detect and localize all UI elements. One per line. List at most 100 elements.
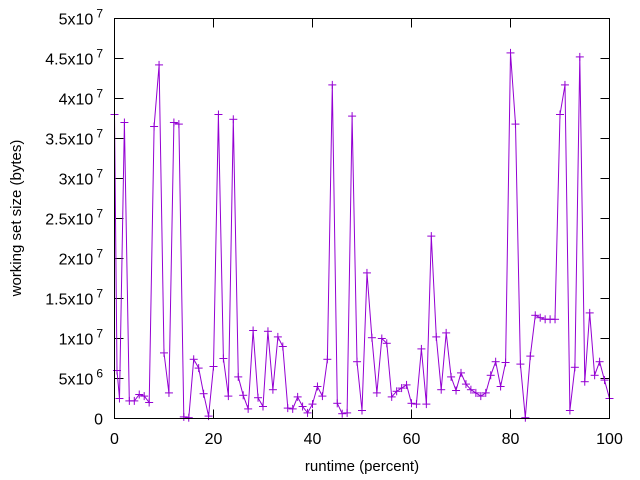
data-point xyxy=(209,362,218,371)
y-tick-label: 5x10 7 xyxy=(59,7,104,29)
data-point xyxy=(160,348,168,357)
data-point xyxy=(402,380,411,389)
data-point xyxy=(551,315,560,324)
data-point xyxy=(328,80,337,89)
data-point xyxy=(392,387,401,396)
data-point xyxy=(457,368,465,377)
x-tick-label: 60 xyxy=(403,431,421,448)
data-point xyxy=(348,112,357,121)
data-point xyxy=(556,110,564,119)
data-point xyxy=(155,60,164,69)
data-point xyxy=(372,388,381,397)
y-tick-label: 2x10 7 xyxy=(59,247,104,269)
y-tick-label: 4.5x10 7 xyxy=(45,47,103,69)
data-point xyxy=(486,371,495,380)
data-point xyxy=(169,118,178,127)
data-point xyxy=(407,399,416,408)
y-tick-label: 5x10 6 xyxy=(59,367,104,389)
data-point xyxy=(308,400,317,409)
ticks xyxy=(114,18,610,419)
data-point xyxy=(338,409,347,418)
data-point xyxy=(432,332,441,341)
data-point xyxy=(278,342,287,351)
data-point xyxy=(184,413,193,422)
data-point xyxy=(229,115,238,124)
data-point xyxy=(219,354,228,363)
data-point xyxy=(417,344,426,353)
data-point xyxy=(422,400,431,409)
data-point xyxy=(437,385,446,394)
y-tick-label: 4x10 7 xyxy=(59,87,104,109)
data-point xyxy=(343,408,352,417)
x-tick-labels: 0 20 40 60 80 100 xyxy=(110,431,623,448)
y-tick-label: 1x10 7 xyxy=(59,327,104,349)
data-point xyxy=(189,355,198,364)
data-point xyxy=(521,413,530,422)
data-point xyxy=(288,404,297,413)
data-point xyxy=(585,308,594,317)
data-point xyxy=(199,389,208,398)
data-point xyxy=(412,400,421,409)
data-point xyxy=(496,382,505,391)
x-tick-label: 80 xyxy=(502,431,520,448)
y-tick-label: 3x10 7 xyxy=(59,167,104,189)
data-point xyxy=(362,268,371,277)
data-point xyxy=(397,384,406,393)
data-point xyxy=(452,386,461,395)
data-point xyxy=(194,364,203,373)
data-point xyxy=(244,404,253,413)
data-point xyxy=(164,388,173,397)
data-point xyxy=(531,311,540,320)
data-point xyxy=(268,385,277,394)
data-point xyxy=(590,371,599,380)
data-point xyxy=(491,357,500,366)
data-point xyxy=(150,122,159,131)
data-point xyxy=(481,388,490,397)
data-point xyxy=(575,52,584,61)
data-point xyxy=(174,120,183,129)
y-tick-label: 0 xyxy=(94,412,103,429)
data-point xyxy=(224,392,233,401)
x-tick-label: 0 xyxy=(110,431,119,448)
data-point xyxy=(263,327,272,336)
data-point xyxy=(382,339,391,348)
data-point xyxy=(323,355,332,364)
y-axis-label: working set size (bytes) xyxy=(8,140,25,298)
data-point xyxy=(353,357,362,366)
x-tick-label: 100 xyxy=(596,431,623,448)
data-point xyxy=(565,406,574,415)
data-point xyxy=(313,382,322,391)
data-point xyxy=(580,377,589,386)
y-tick-labels: 0 5x10 6 1x10 7 1.5x10 7 2x10 7 2.5x10 7 3x10 7 3.5x1… xyxy=(45,7,103,429)
data-point xyxy=(442,328,451,337)
data-point xyxy=(427,232,436,241)
series-line xyxy=(114,52,610,419)
data-point xyxy=(293,392,302,401)
data-point xyxy=(476,392,485,401)
x-tick-label: 20 xyxy=(205,431,223,448)
data-point xyxy=(115,394,124,403)
y-tick-label: 2.5x10 7 xyxy=(45,207,103,229)
data-point xyxy=(511,120,520,129)
data-point xyxy=(239,391,248,400)
y-tick-label: 3.5x10 7 xyxy=(45,127,103,149)
data-point xyxy=(526,352,535,361)
x-tick-label: 40 xyxy=(304,431,322,448)
data-point xyxy=(214,110,223,119)
data-point xyxy=(179,412,188,421)
data-point xyxy=(595,357,604,366)
data-point xyxy=(377,334,386,343)
data-point xyxy=(135,390,144,399)
data-point xyxy=(234,372,243,381)
data-point xyxy=(466,385,475,394)
data-point xyxy=(461,380,470,389)
y-tick-label: 1.5x10 7 xyxy=(45,287,103,309)
data-point xyxy=(283,404,292,413)
data-point xyxy=(140,392,149,401)
data-point xyxy=(447,372,456,381)
data-point xyxy=(570,363,579,372)
data-point xyxy=(387,392,396,401)
data-point xyxy=(298,402,307,411)
data-point xyxy=(560,80,569,89)
